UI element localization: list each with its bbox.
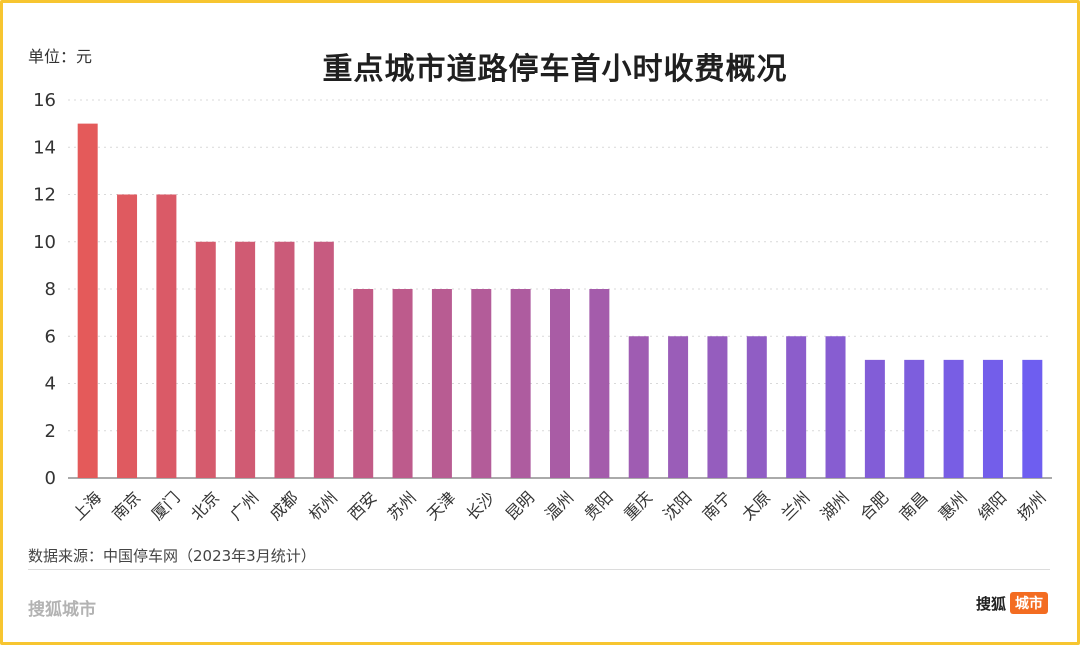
x-tick-label: 上海 [69,488,105,524]
x-tick-label: 惠州 [935,488,971,524]
bar [550,289,570,478]
bar [628,336,649,478]
chart-title: 重点城市道路停车首小时收费概况 [322,52,788,87]
x-tick-label: 沈阳 [659,488,695,524]
x-tick-label: 西安 [344,488,380,524]
bar [274,241,295,478]
bar [117,194,138,478]
brand-name: 搜狐 [975,594,1006,613]
x-tick-label: 南宁 [699,488,735,524]
x-tick-label: 南昌 [895,488,931,524]
bar [156,194,177,478]
footer-divider [28,569,1050,570]
y-tick-label: 0 [45,468,56,489]
y-tick-label: 12 [33,185,56,206]
x-tick-label: 广州 [226,488,262,524]
bar [864,359,885,478]
unit-label: 单位：元 [28,47,93,66]
bar-chart: 0 2 4 6 8 10 12 14 16 上海 南京 厦门 北京 广州 成都 杭州 西安 苏州 天津 长沙 昆明 温州贵… [33,90,1052,524]
x-tick-label: 重庆 [620,488,656,524]
bar [904,359,925,478]
bar [77,123,98,478]
x-tick-label: 贵阳 [581,488,617,524]
bar [510,289,531,478]
data-source: 数据来源：中国停车网（2023年3月统计） [28,547,316,565]
x-tick-label: 南京 [108,488,144,524]
bar [707,336,728,478]
x-tick-label: 昆明 [502,488,538,524]
bar [668,336,689,478]
x-tick-label: 厦门 [148,488,184,524]
x-tick-label: 绵阳 [974,488,1010,524]
x-tick-label: 温州 [541,488,577,524]
y-tick-label: 8 [45,279,56,300]
bar [431,289,452,478]
bar [195,241,216,478]
x-tick-label: 湖州 [817,488,853,524]
y-tick-label: 6 [45,326,56,347]
bar [471,289,492,478]
x-tick-label: 成都 [266,488,302,524]
brand-badge: 城市 [1010,592,1048,614]
x-tick-label: 长沙 [463,488,499,524]
bar [825,336,846,478]
bar [353,289,374,478]
footer-brand-logo: 搜狐 城市 [976,592,1048,614]
bar [786,336,807,478]
bar [235,241,256,478]
y-tick-label: 16 [33,90,56,111]
y-tick-label: 2 [45,421,56,442]
x-tick-label: 太原 [738,488,774,524]
bar [943,359,964,478]
bar [746,336,767,478]
y-tick-label: 14 [33,137,56,158]
x-tick-label: 天津 [423,488,459,524]
bar [313,241,334,478]
x-tick-label: 杭州 [305,488,341,524]
x-tick-label: 合肥 [856,488,892,524]
footer-brand-watermark: 搜狐城市 [28,600,96,620]
x-tick-label: 北京 [187,488,223,524]
bar [589,289,610,478]
y-tick-label: 10 [33,232,56,253]
x-tick-label: 扬州 [1014,488,1050,524]
x-tick-label: 苏州 [384,488,420,524]
bar [982,359,1003,478]
bar [392,289,413,478]
y-tick-label: 4 [45,374,56,395]
bar [1022,359,1043,478]
x-tick-label: 兰州 [777,488,813,524]
